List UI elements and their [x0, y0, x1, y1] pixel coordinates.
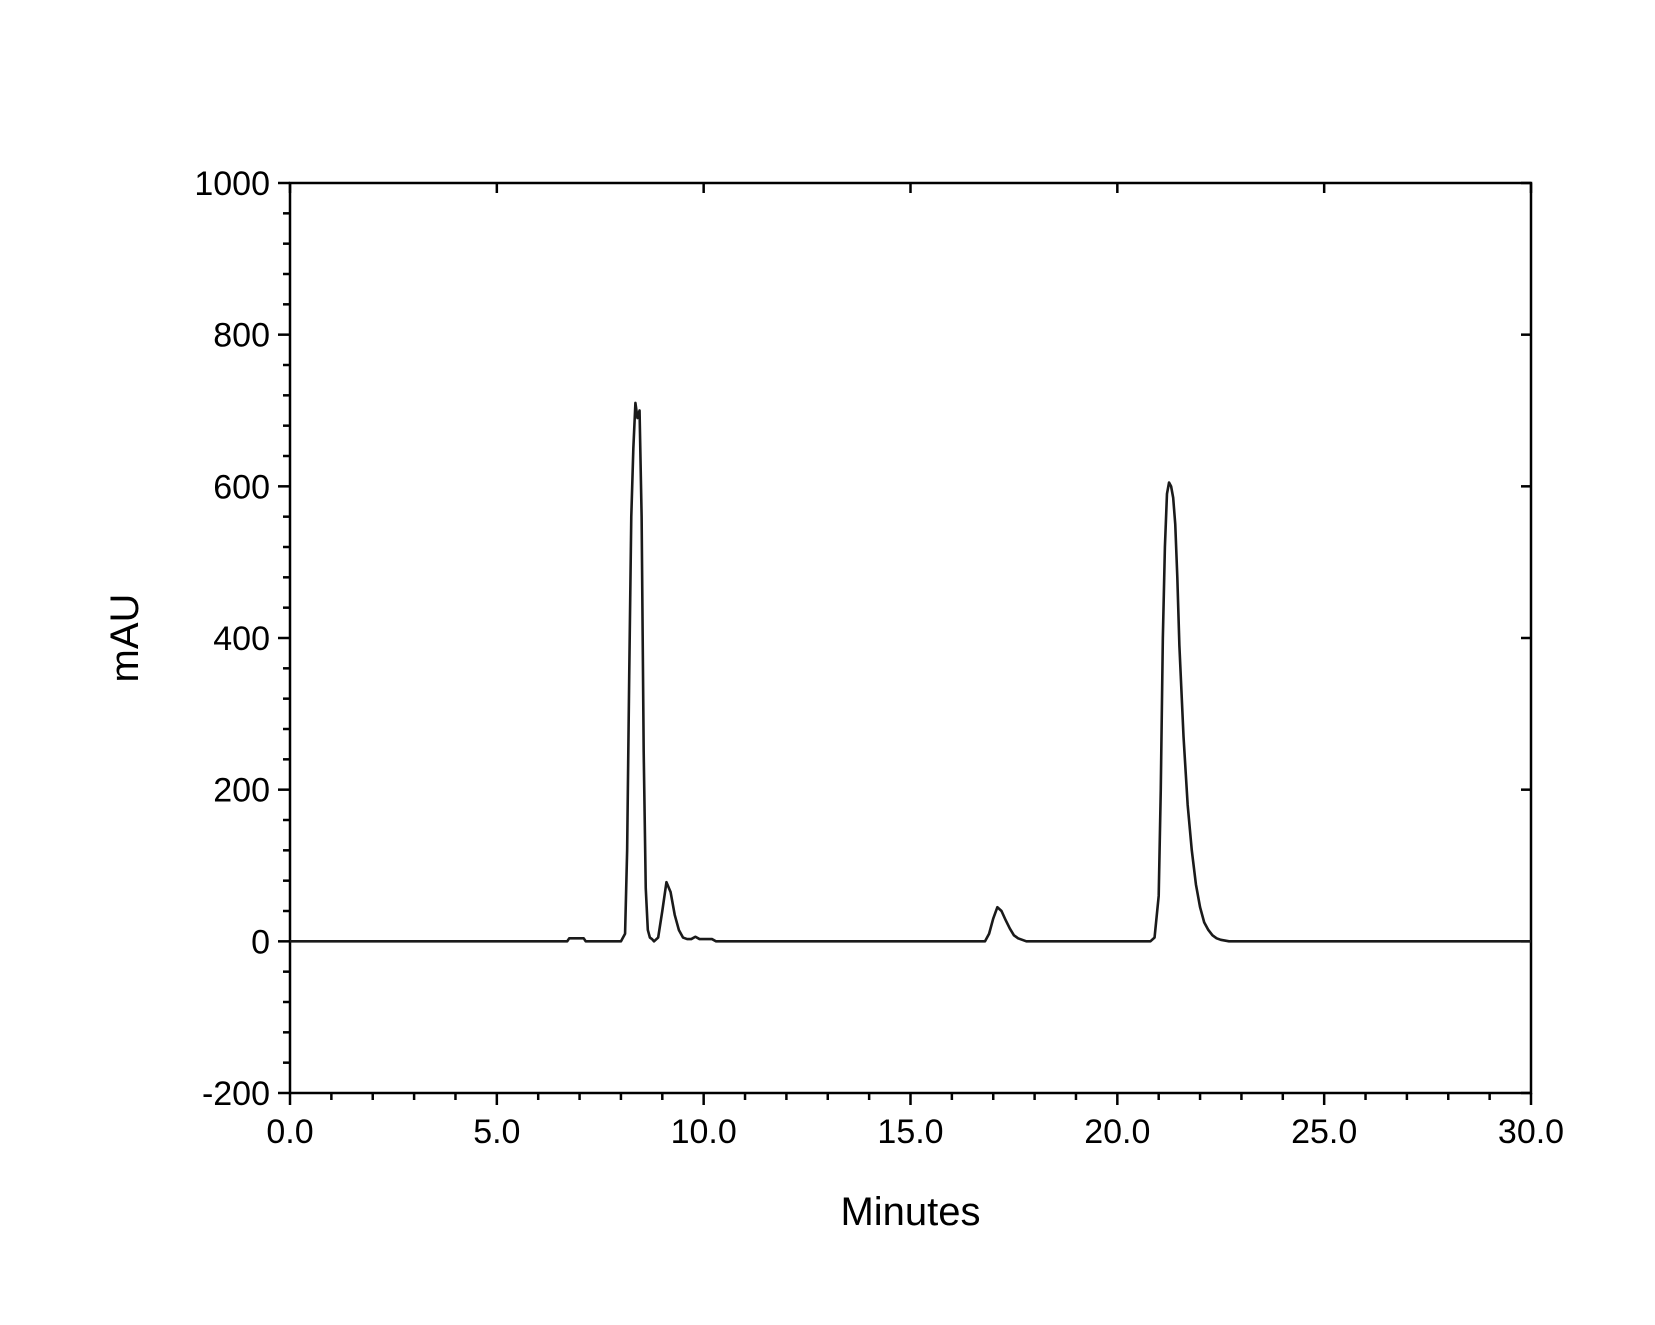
- x-axis-tick-labels: 0.0 5.0 10.0 15.0 20.0 25.0 30.0: [266, 1113, 1564, 1151]
- y-axis-ticks: [278, 181, 1531, 1095]
- x-axis-title: Minutes: [840, 1190, 980, 1234]
- y-axis-title: mAU: [103, 594, 147, 683]
- x-axis-ticks: [288, 183, 1533, 1105]
- x-tick-label: 15.0: [877, 1113, 943, 1151]
- x-tick-label: 10.0: [671, 1113, 737, 1151]
- x-tick-label: 20.0: [1084, 1113, 1150, 1151]
- y-tick-label: 400: [213, 620, 270, 658]
- y-tick-label: 200: [213, 772, 270, 810]
- x-tick-label: 5.0: [473, 1113, 520, 1151]
- y-tick-label: 1000: [194, 165, 270, 203]
- x-tick-label: 25.0: [1291, 1113, 1357, 1151]
- y-tick-label: 800: [213, 317, 270, 355]
- y-tick-label: 0: [251, 923, 270, 961]
- y-tick-label: -200: [202, 1075, 270, 1113]
- y-axis-tick-labels: -200 0 200 400 600 800 1000: [194, 165, 270, 1113]
- plot-frame: [288, 181, 1533, 1095]
- x-tick-label: 0.0: [266, 1113, 313, 1151]
- chromatogram-trace: [290, 401, 1531, 943]
- y-tick-label: 600: [213, 468, 270, 506]
- x-tick-label: 30.0: [1498, 1113, 1564, 1151]
